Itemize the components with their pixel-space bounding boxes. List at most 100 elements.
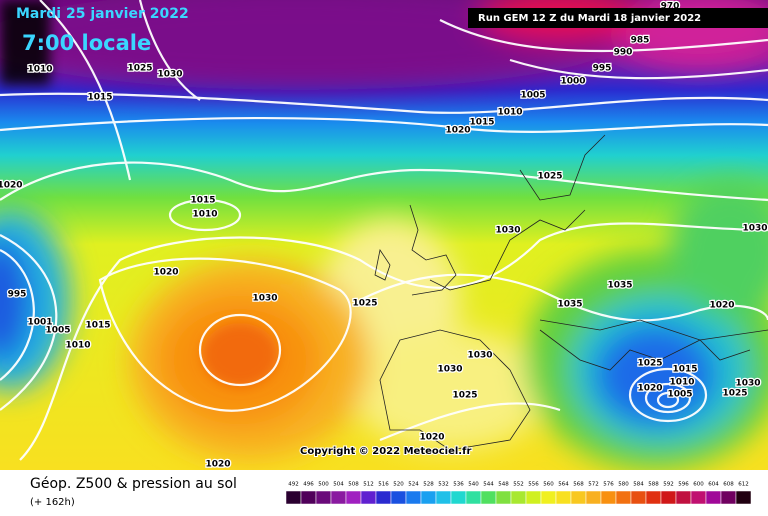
scale-label: 508 [348, 482, 359, 488]
scale-swatch [315, 490, 332, 505]
forecast-hour: (+ 162h) [30, 497, 75, 508]
scale-swatch [690, 490, 707, 505]
scale-label: 580 [618, 482, 629, 488]
scale-swatch [420, 490, 437, 505]
scale-label: 604 [708, 482, 719, 488]
scale-label: 536 [453, 482, 464, 488]
scale-swatch [660, 490, 677, 505]
scale-swatch [705, 490, 722, 505]
run-banner [468, 8, 768, 28]
scale-swatch [465, 490, 482, 505]
scale-label: 532 [438, 482, 449, 488]
isobar-label: 1020 [445, 126, 470, 136]
scale-swatch [300, 490, 317, 505]
isobar-label: 1025 [537, 172, 562, 182]
isobar-label: 1020 [205, 460, 230, 470]
scale-swatch [555, 490, 572, 505]
product-title: Géop. Z500 & pression au sol [30, 476, 237, 492]
scale-swatch [540, 490, 557, 505]
isobar-label: 1005 [520, 91, 545, 101]
scale-label: 496 [303, 482, 314, 488]
scale-label: 556 [528, 482, 539, 488]
scale-label: 500 [318, 482, 329, 488]
scale-swatch [525, 490, 542, 505]
scale-label: 568 [573, 482, 584, 488]
isobar-label: 1035 [557, 300, 582, 310]
scale-label: 560 [543, 482, 554, 488]
time: 7:00 locale [22, 31, 151, 55]
isobar-label: 1005 [45, 326, 70, 336]
scale-swatch [645, 490, 662, 505]
isobar-label: 995 [593, 64, 612, 74]
isobar-label: 1030 [467, 351, 492, 361]
scale-label: 524 [408, 482, 419, 488]
scale-label: 592 [663, 482, 674, 488]
scale-label: 492 [288, 482, 299, 488]
scale-label: 548 [498, 482, 509, 488]
map-background [0, 0, 768, 470]
isobar-label: 1010 [27, 65, 52, 75]
isobar-label: 1030 [735, 379, 760, 389]
scale-swatch [480, 490, 497, 505]
isobar-label: 1005 [667, 390, 692, 400]
isobar-label: 1030 [157, 70, 182, 80]
scale-swatch [600, 490, 617, 505]
color-scale: 492 496 500 504 508 512 516 520 524 528 532 536 540 5… [285, 482, 752, 505]
scale-label: 540 [468, 482, 479, 488]
scale-swatch [330, 490, 347, 505]
scale-label: 572 [588, 482, 599, 488]
scale-swatch [630, 490, 647, 505]
isobar-label: 1000 [560, 77, 585, 87]
isobar-label: 1010 [669, 378, 694, 388]
copyright: Copyright © 2022 Meteociel.fr [300, 446, 471, 457]
scale-label: 528 [423, 482, 434, 488]
scale-swatch [570, 490, 587, 505]
isobar-label: 1015 [469, 118, 494, 128]
isobar-label: 1025 [722, 389, 747, 399]
scale-swatch [510, 490, 527, 505]
scale-label: 596 [678, 482, 689, 488]
scale-swatch [720, 490, 737, 505]
scale-swatch [450, 490, 467, 505]
scale-label: 516 [378, 482, 389, 488]
isobar-label: 1020 [637, 384, 662, 394]
isobar-label: 1001 [27, 318, 52, 328]
isobar-label: 1020 [0, 181, 23, 191]
isobar-label: 1015 [85, 321, 110, 331]
isobar-label: 990 [614, 48, 633, 58]
isobar-label: 1030 [495, 226, 520, 236]
isobar-label: 995 [8, 290, 27, 300]
scale-label: 608 [723, 482, 734, 488]
scale-label: 564 [558, 482, 569, 488]
scale-swatch [285, 490, 302, 505]
scale-label: 612 [738, 482, 749, 488]
isobar-label: 1010 [497, 108, 522, 118]
scale-swatch [735, 490, 752, 505]
scale-swatch [390, 490, 407, 505]
isobar-label: 1025 [352, 299, 377, 309]
isobar-label: 1030 [742, 224, 767, 234]
isobar-label: 1035 [607, 281, 632, 291]
scale-label: 584 [633, 482, 644, 488]
isobar-label: 1015 [190, 196, 215, 206]
scale-swatch [345, 490, 362, 505]
scale-swatch [375, 490, 392, 505]
scale-swatch [585, 490, 602, 505]
scale-label: 544 [483, 482, 494, 488]
isobar-label: 1030 [437, 365, 462, 375]
run-info: Run GEM 12 Z du Mardi 18 janvier 2022 [478, 13, 701, 24]
scale-label: 576 [603, 482, 614, 488]
scale-label: 512 [363, 482, 374, 488]
scale-label: 504 [333, 482, 344, 488]
scale-label: 552 [513, 482, 524, 488]
isobar-label: 1025 [452, 391, 477, 401]
isobar-label: 985 [631, 36, 650, 46]
isobar-label: 1010 [192, 210, 217, 220]
isobar-label: 1025 [637, 359, 662, 369]
date: Mardi 25 janvier 2022 [16, 6, 189, 22]
scale-label: 588 [648, 482, 659, 488]
isobar-label: 1020 [153, 268, 178, 278]
scale-swatch [615, 490, 632, 505]
scale-swatch [675, 490, 692, 505]
